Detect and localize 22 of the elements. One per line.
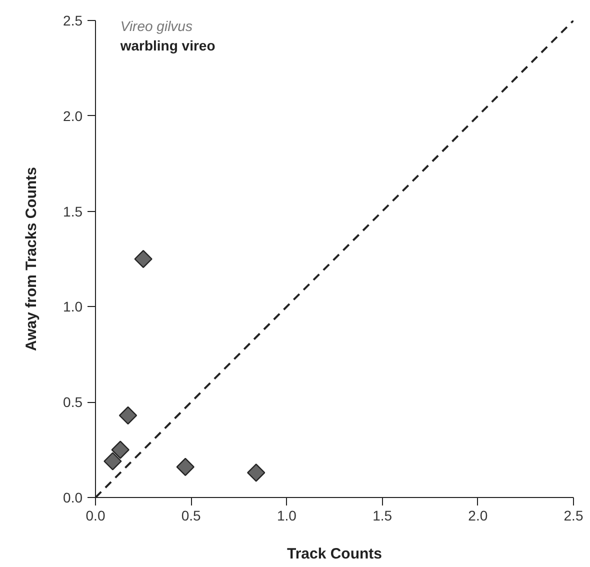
x-tick-label: 1.5 [372, 508, 392, 524]
point [247, 464, 266, 482]
x-tick-label: 0.5 [181, 508, 202, 524]
y-axis-title: Away from Tracks Counts [23, 167, 40, 351]
x-tick-label: 2.0 [468, 508, 488, 524]
y-tick-label: 2.0 [63, 108, 83, 124]
point [111, 440, 130, 459]
annotation: Vireo gilvus [120, 18, 192, 34]
y-tick-label: 2.5 [63, 12, 83, 28]
point [104, 452, 122, 470]
y-tick-label: 0.5 [63, 394, 83, 410]
point [118, 406, 138, 425]
x-tick-label: 0.0 [86, 508, 106, 524]
y-tick-label: 0.0 [63, 490, 83, 506]
point [134, 250, 152, 268]
y-tick-label: 1.0 [63, 298, 83, 315]
y-tick-label: 1.5 [63, 203, 83, 220]
point [176, 458, 194, 476]
x-tick-label: 2.5 [564, 508, 584, 524]
x-tick-label: 1.0 [276, 508, 297, 524]
annotation: warbling vireo [119, 37, 216, 54]
x-axis-title: Track Counts [286, 546, 382, 562]
